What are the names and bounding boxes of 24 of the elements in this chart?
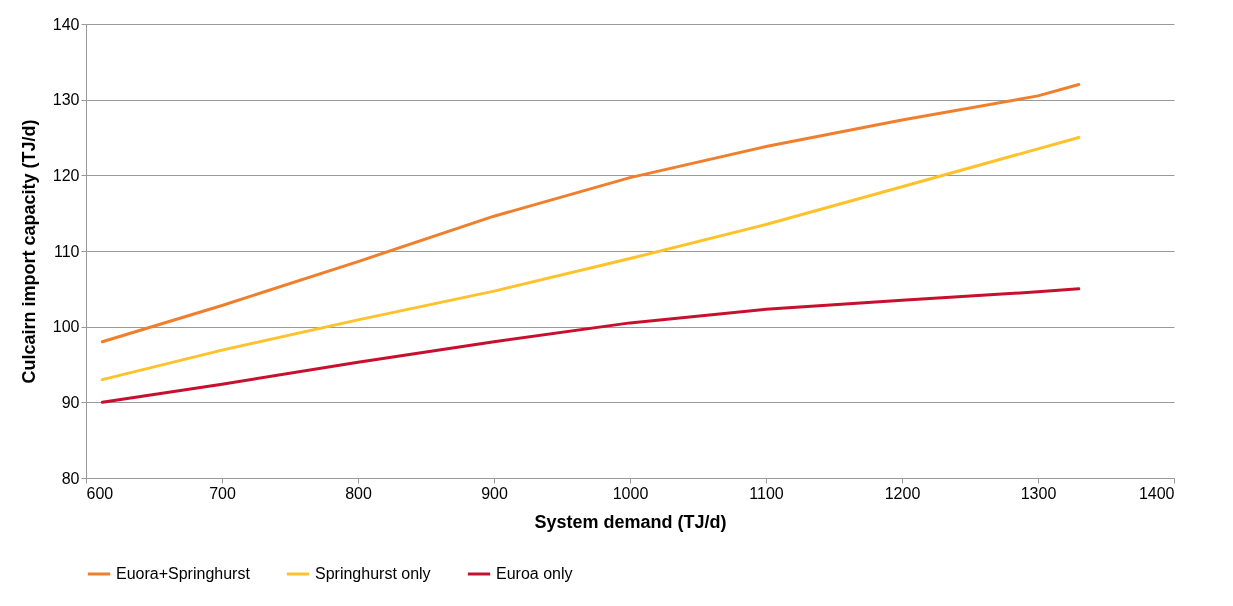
y-axis-title: Culcairn import capacity (TJ/d) (18, 119, 39, 384)
x-tick-label: 1400 (1138, 484, 1175, 502)
y-tick-label: 80 (61, 469, 80, 487)
x-tick-label: 1200 (884, 484, 921, 502)
y-tick-label: 100 (52, 318, 80, 336)
y-tick-label: 90 (61, 393, 80, 411)
y-tick-label: 130 (52, 91, 80, 109)
y-tick-label: 110 (53, 242, 80, 260)
legend-label: Euroa only (496, 565, 573, 582)
line-series (100, 287, 1081, 404)
x-tick-label: 1100 (749, 484, 784, 502)
x-tick-label: 800 (345, 484, 372, 502)
x-axis-title: System demand (TJ/d) (534, 511, 727, 532)
y-tick-label: 140 (52, 15, 80, 33)
x-tick-label: 1300 (1020, 484, 1057, 502)
legend-label: Euora+Springhurst (116, 565, 251, 582)
x-tick-label: 700 (209, 484, 236, 502)
x-tick-label: 900 (481, 484, 508, 502)
x-tick-label: 600 (86, 484, 114, 502)
y-tick-label: 120 (52, 166, 80, 184)
line-series (100, 136, 1081, 382)
legend-label: Springhurst only (315, 565, 431, 582)
x-tick-label: 1000 (612, 484, 649, 502)
line-series (100, 83, 1081, 344)
